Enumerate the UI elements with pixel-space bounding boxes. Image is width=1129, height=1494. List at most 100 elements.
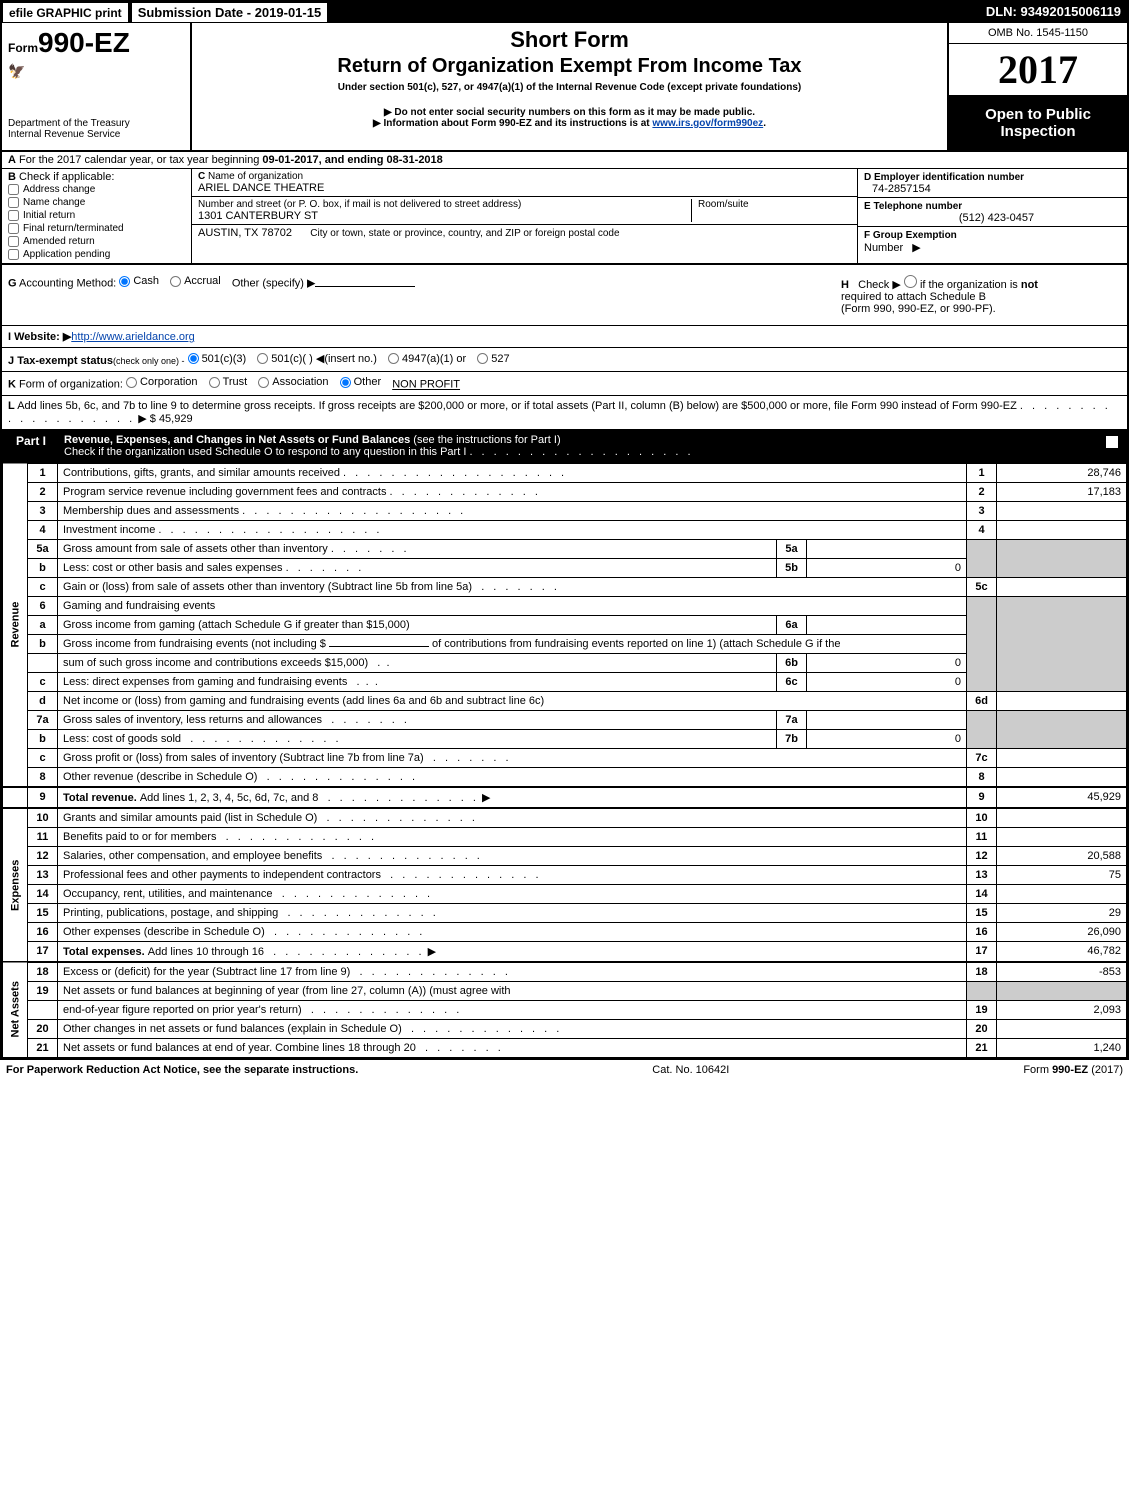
l1-val: 28,746 xyxy=(997,463,1127,482)
radio-corp[interactable]: Corporation xyxy=(126,376,197,388)
l17-val: 46,782 xyxy=(997,941,1127,962)
l5c-num: c xyxy=(28,577,58,596)
line-13: 13 Professional fees and other payments … xyxy=(3,865,1127,884)
radio-accrual[interactable]: Accrual xyxy=(170,275,221,287)
part1-schedule-o-checkbox[interactable]: ✓ xyxy=(1105,435,1119,449)
radio-corp-input[interactable] xyxy=(126,377,137,388)
part1-title-sub: (see the instructions for Part I) xyxy=(413,434,560,446)
l19-shaded-box xyxy=(967,981,997,1000)
radio-trust[interactable]: Trust xyxy=(209,376,248,388)
radio-cash-input[interactable] xyxy=(119,276,130,287)
footer: For Paperwork Reduction Act Notice, see … xyxy=(0,1060,1129,1080)
l5a-dots: . . . . . . . xyxy=(331,543,410,555)
check-pending[interactable]: Application pending xyxy=(8,248,185,261)
radio-4947[interactable]: 4947(a)(1) or xyxy=(388,353,466,365)
letter-g: G xyxy=(8,278,17,290)
dept-treasury: Department of the Treasury Internal Reve… xyxy=(8,118,184,140)
l20-val xyxy=(997,1019,1127,1038)
radio-accrual-input[interactable] xyxy=(170,276,181,287)
l7-shaded-val xyxy=(997,710,1127,748)
j-sub: (check only one) - xyxy=(113,356,185,366)
l9-desc2: Add lines 1, 2, 3, 4, 5c, 6d, 7c, and 8 xyxy=(140,792,319,804)
l1-num: 1 xyxy=(28,463,58,482)
l20-num: 20 xyxy=(28,1019,58,1038)
row-j-exempt-status: J Tax-exempt status(check only one) - 50… xyxy=(2,348,1127,372)
l14-box: 14 xyxy=(967,884,997,903)
letter-j: J xyxy=(8,355,14,367)
label-final: Final return/terminated xyxy=(23,223,124,234)
part1-label: Part I xyxy=(4,432,58,460)
footer-form-num: 990-EZ xyxy=(1052,1064,1088,1076)
l5a-num: 5a xyxy=(28,539,58,558)
radio-501c-input[interactable] xyxy=(257,353,268,364)
line-14: 14 Occupancy, rent, utilities, and maint… xyxy=(3,884,1127,903)
line-5b: b Less: cost or other basis and sales ex… xyxy=(3,558,1127,577)
l4-dots: . . . . . . . . . . . . . . . . . . . xyxy=(158,524,382,536)
l6d-val xyxy=(997,691,1127,710)
checkbox-final[interactable] xyxy=(8,223,19,234)
checkbox-initial[interactable] xyxy=(8,210,19,221)
efile-print-button[interactable]: efile GRAPHIC print xyxy=(2,2,129,23)
line-5a: 5a Gross amount from sale of assets othe… xyxy=(3,539,1127,558)
check-name-change[interactable]: Name change xyxy=(8,196,185,209)
g-label: Accounting Method: xyxy=(19,278,116,290)
label-pending: Application pending xyxy=(23,249,110,260)
b-label: Check if applicable: xyxy=(19,171,114,183)
l15-val: 29 xyxy=(997,903,1127,922)
radio-trust-input[interactable] xyxy=(209,377,220,388)
row-a-mid: , and ending xyxy=(319,154,387,166)
checkbox-pending[interactable] xyxy=(8,249,19,260)
phone-value: (512) 423-0457 xyxy=(864,212,1121,224)
radio-assoc-input[interactable] xyxy=(258,377,269,388)
radio-assoc[interactable]: Association xyxy=(258,376,328,388)
checkbox-name[interactable] xyxy=(8,197,19,208)
radio-527-input[interactable] xyxy=(477,353,488,364)
check-amended[interactable]: Amended return xyxy=(8,235,185,248)
l20-dots: . . . . . . . . . . . . . xyxy=(411,1023,562,1035)
l7-shaded-box xyxy=(967,710,997,748)
footer-left: For Paperwork Reduction Act Notice, see … xyxy=(6,1064,358,1076)
l2-val: 17,183 xyxy=(997,482,1127,501)
other-specify-field[interactable] xyxy=(315,286,415,287)
h-text3: required to attach Schedule B xyxy=(841,291,1121,303)
check-address-change[interactable]: Address change xyxy=(8,183,185,196)
part1-dots: . . . . . . . . . . . . . . . . . . . xyxy=(469,446,693,458)
check-initial[interactable]: Initial return xyxy=(8,209,185,222)
c-street-row: Number and street (or P. O. box, if mail… xyxy=(192,197,857,225)
check-final[interactable]: Final return/terminated xyxy=(8,222,185,235)
letter-f: F xyxy=(864,230,870,241)
c-city-label: City or town, state or province, country… xyxy=(310,228,619,239)
open-public-line2: Inspection xyxy=(953,123,1123,140)
radio-501c[interactable]: 501(c)( ) ◀(insert no.) xyxy=(257,352,377,365)
l18-num: 18 xyxy=(28,962,58,982)
radio-501c3-input[interactable] xyxy=(188,353,199,364)
website-link[interactable]: http://www.arieldance.org xyxy=(71,331,195,343)
l6a-num: a xyxy=(28,615,58,634)
l-text: Add lines 5b, 6c, and 7b to line 9 to de… xyxy=(17,400,1017,412)
l6b-desc-post: of contributions from fundraising events… xyxy=(429,638,841,650)
radio-other-input[interactable] xyxy=(340,377,351,388)
l7c-num: c xyxy=(28,748,58,767)
checkbox-amended[interactable] xyxy=(8,236,19,247)
opt-other: Other xyxy=(354,376,382,388)
l6b2-num xyxy=(28,653,58,672)
radio-501c3[interactable]: 501(c)(3) xyxy=(188,353,247,365)
radio-cash[interactable]: Cash xyxy=(119,275,159,287)
l3-box: 3 xyxy=(967,501,997,520)
radio-527[interactable]: 527 xyxy=(477,353,509,365)
l2-num: 2 xyxy=(28,482,58,501)
line-6a: a Gross income from gaming (attach Sched… xyxy=(3,615,1127,634)
letter-e: E xyxy=(864,201,871,212)
l6b-amount-field[interactable] xyxy=(329,646,429,647)
header-center: Short Form Return of Organization Exempt… xyxy=(192,23,947,150)
h-checkbox[interactable] xyxy=(904,275,917,288)
l18-val: -853 xyxy=(997,962,1127,982)
radio-4947-input[interactable] xyxy=(388,353,399,364)
d-label: Employer identification number xyxy=(874,172,1024,183)
checkbox-address[interactable] xyxy=(8,184,19,195)
room-suite: Room/suite xyxy=(691,199,851,222)
info-post: . xyxy=(763,118,766,129)
radio-other-org[interactable]: Other xyxy=(340,376,382,388)
irs-link[interactable]: www.irs.gov/form990ez xyxy=(652,118,763,129)
line-4: 4 Investment income . . . . . . . . . . … xyxy=(3,520,1127,539)
